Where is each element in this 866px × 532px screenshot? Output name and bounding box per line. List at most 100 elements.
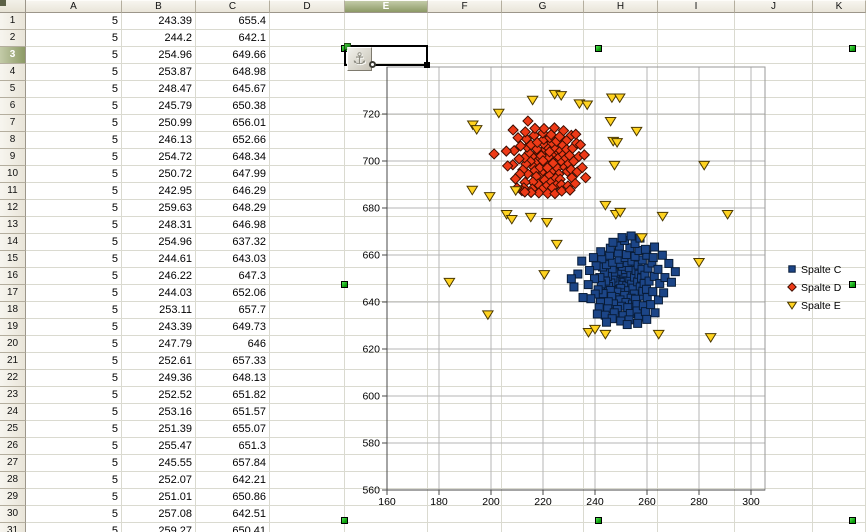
chart-handle[interactable] bbox=[849, 45, 856, 52]
row-header-15[interactable]: 15 bbox=[0, 251, 26, 268]
cell-I31[interactable] bbox=[658, 523, 735, 532]
cell-A11[interactable]: 5 bbox=[26, 183, 122, 200]
row-header-18[interactable]: 18 bbox=[0, 302, 26, 319]
chart-handle[interactable] bbox=[595, 517, 602, 524]
cell-F27[interactable] bbox=[428, 455, 502, 472]
row-header-30[interactable]: 30 bbox=[0, 506, 26, 523]
column-header-F[interactable]: F bbox=[428, 0, 502, 13]
cell-H1[interactable] bbox=[584, 13, 658, 30]
cell-C1[interactable]: 655.4 bbox=[196, 13, 270, 30]
cell-E29[interactable] bbox=[345, 489, 428, 506]
cell-H7[interactable] bbox=[584, 115, 658, 132]
cell-I30[interactable] bbox=[658, 506, 735, 523]
cell-F8[interactable] bbox=[428, 132, 502, 149]
cell-B19[interactable]: 243.39 bbox=[122, 319, 196, 336]
cell-F7[interactable] bbox=[428, 115, 502, 132]
cell-F29[interactable] bbox=[428, 489, 502, 506]
cell-B18[interactable]: 253.11 bbox=[122, 302, 196, 319]
row-header-26[interactable]: 26 bbox=[0, 438, 26, 455]
cell-B1[interactable]: 243.39 bbox=[122, 13, 196, 30]
cell-F25[interactable] bbox=[428, 421, 502, 438]
cell-F22[interactable] bbox=[428, 370, 502, 387]
cell-D5[interactable] bbox=[270, 81, 345, 98]
cell-D7[interactable] bbox=[270, 115, 345, 132]
cell-C20[interactable]: 646 bbox=[196, 336, 270, 353]
anchor-icon[interactable]: ⚓ bbox=[347, 47, 372, 71]
cell-D23[interactable] bbox=[270, 387, 345, 404]
cell-J12[interactable] bbox=[735, 200, 813, 217]
cell-J3[interactable] bbox=[735, 47, 813, 64]
column-header-I[interactable]: I bbox=[658, 0, 735, 13]
row-header-13[interactable]: 13 bbox=[0, 217, 26, 234]
cell-F19[interactable] bbox=[428, 319, 502, 336]
cell-A29[interactable]: 5 bbox=[26, 489, 122, 506]
cell-E1[interactable] bbox=[345, 13, 428, 30]
cell-I21[interactable] bbox=[658, 353, 735, 370]
row-header-28[interactable]: 28 bbox=[0, 472, 26, 489]
row-header-29[interactable]: 29 bbox=[0, 489, 26, 506]
row-header-10[interactable]: 10 bbox=[0, 166, 26, 183]
cell-D21[interactable] bbox=[270, 353, 345, 370]
cell-H31[interactable] bbox=[584, 523, 658, 532]
cell-D15[interactable] bbox=[270, 251, 345, 268]
cell-C23[interactable]: 651.82 bbox=[196, 387, 270, 404]
cell-B27[interactable]: 245.55 bbox=[122, 455, 196, 472]
row-header-21[interactable]: 21 bbox=[0, 353, 26, 370]
cell-C28[interactable]: 642.21 bbox=[196, 472, 270, 489]
cell-J25[interactable] bbox=[735, 421, 813, 438]
cell-J1[interactable] bbox=[735, 13, 813, 30]
cell-C12[interactable]: 648.29 bbox=[196, 200, 270, 217]
cell-B4[interactable]: 253.87 bbox=[122, 64, 196, 81]
cell-J23[interactable] bbox=[735, 387, 813, 404]
cell-A13[interactable]: 5 bbox=[26, 217, 122, 234]
cell-I20[interactable] bbox=[658, 336, 735, 353]
chart-handle[interactable] bbox=[341, 281, 348, 288]
cell-G1[interactable] bbox=[502, 13, 584, 30]
cell-J17[interactable] bbox=[735, 285, 813, 302]
cell-A27[interactable]: 5 bbox=[26, 455, 122, 472]
cell-B20[interactable]: 247.79 bbox=[122, 336, 196, 353]
cell-C8[interactable]: 652.66 bbox=[196, 132, 270, 149]
column-header-A[interactable]: A bbox=[26, 0, 122, 13]
cell-A16[interactable]: 5 bbox=[26, 268, 122, 285]
cell-J10[interactable] bbox=[735, 166, 813, 183]
cell-C11[interactable]: 646.29 bbox=[196, 183, 270, 200]
cell-D22[interactable] bbox=[270, 370, 345, 387]
cell-J9[interactable] bbox=[735, 149, 813, 166]
chart-handle[interactable] bbox=[849, 517, 856, 524]
row-header-19[interactable]: 19 bbox=[0, 319, 26, 336]
cell-B23[interactable]: 252.52 bbox=[122, 387, 196, 404]
cell-I15[interactable] bbox=[658, 251, 735, 268]
row-header-17[interactable]: 17 bbox=[0, 285, 26, 302]
cell-C4[interactable]: 648.98 bbox=[196, 64, 270, 81]
cell-I4[interactable] bbox=[658, 64, 735, 81]
legend-label-1[interactable]: Spalte D bbox=[801, 282, 842, 294]
cell-A23[interactable]: 5 bbox=[26, 387, 122, 404]
cell-F18[interactable] bbox=[428, 302, 502, 319]
cell-E30[interactable] bbox=[345, 506, 428, 523]
cell-J21[interactable] bbox=[735, 353, 813, 370]
fill-handle[interactable] bbox=[424, 62, 430, 68]
cell-H3[interactable] bbox=[584, 47, 658, 64]
cell-B26[interactable]: 255.47 bbox=[122, 438, 196, 455]
cell-H2[interactable] bbox=[584, 30, 658, 47]
row-header-4[interactable]: 4 bbox=[0, 64, 26, 81]
cell-J5[interactable] bbox=[735, 81, 813, 98]
cell-D20[interactable] bbox=[270, 336, 345, 353]
cell-H11[interactable] bbox=[584, 183, 658, 200]
cell-C9[interactable]: 648.34 bbox=[196, 149, 270, 166]
cell-B10[interactable]: 250.72 bbox=[122, 166, 196, 183]
cell-A19[interactable]: 5 bbox=[26, 319, 122, 336]
row-header-23[interactable]: 23 bbox=[0, 387, 26, 404]
cell-C17[interactable]: 652.06 bbox=[196, 285, 270, 302]
cell-I29[interactable] bbox=[658, 489, 735, 506]
cell-B30[interactable]: 257.08 bbox=[122, 506, 196, 523]
cell-A12[interactable]: 5 bbox=[26, 200, 122, 217]
cell-A5[interactable]: 5 bbox=[26, 81, 122, 98]
cell-C5[interactable]: 645.67 bbox=[196, 81, 270, 98]
cell-C10[interactable]: 647.99 bbox=[196, 166, 270, 183]
cell-I10[interactable] bbox=[658, 166, 735, 183]
cell-J22[interactable] bbox=[735, 370, 813, 387]
cell-A26[interactable]: 5 bbox=[26, 438, 122, 455]
cell-B2[interactable]: 244.2 bbox=[122, 30, 196, 47]
